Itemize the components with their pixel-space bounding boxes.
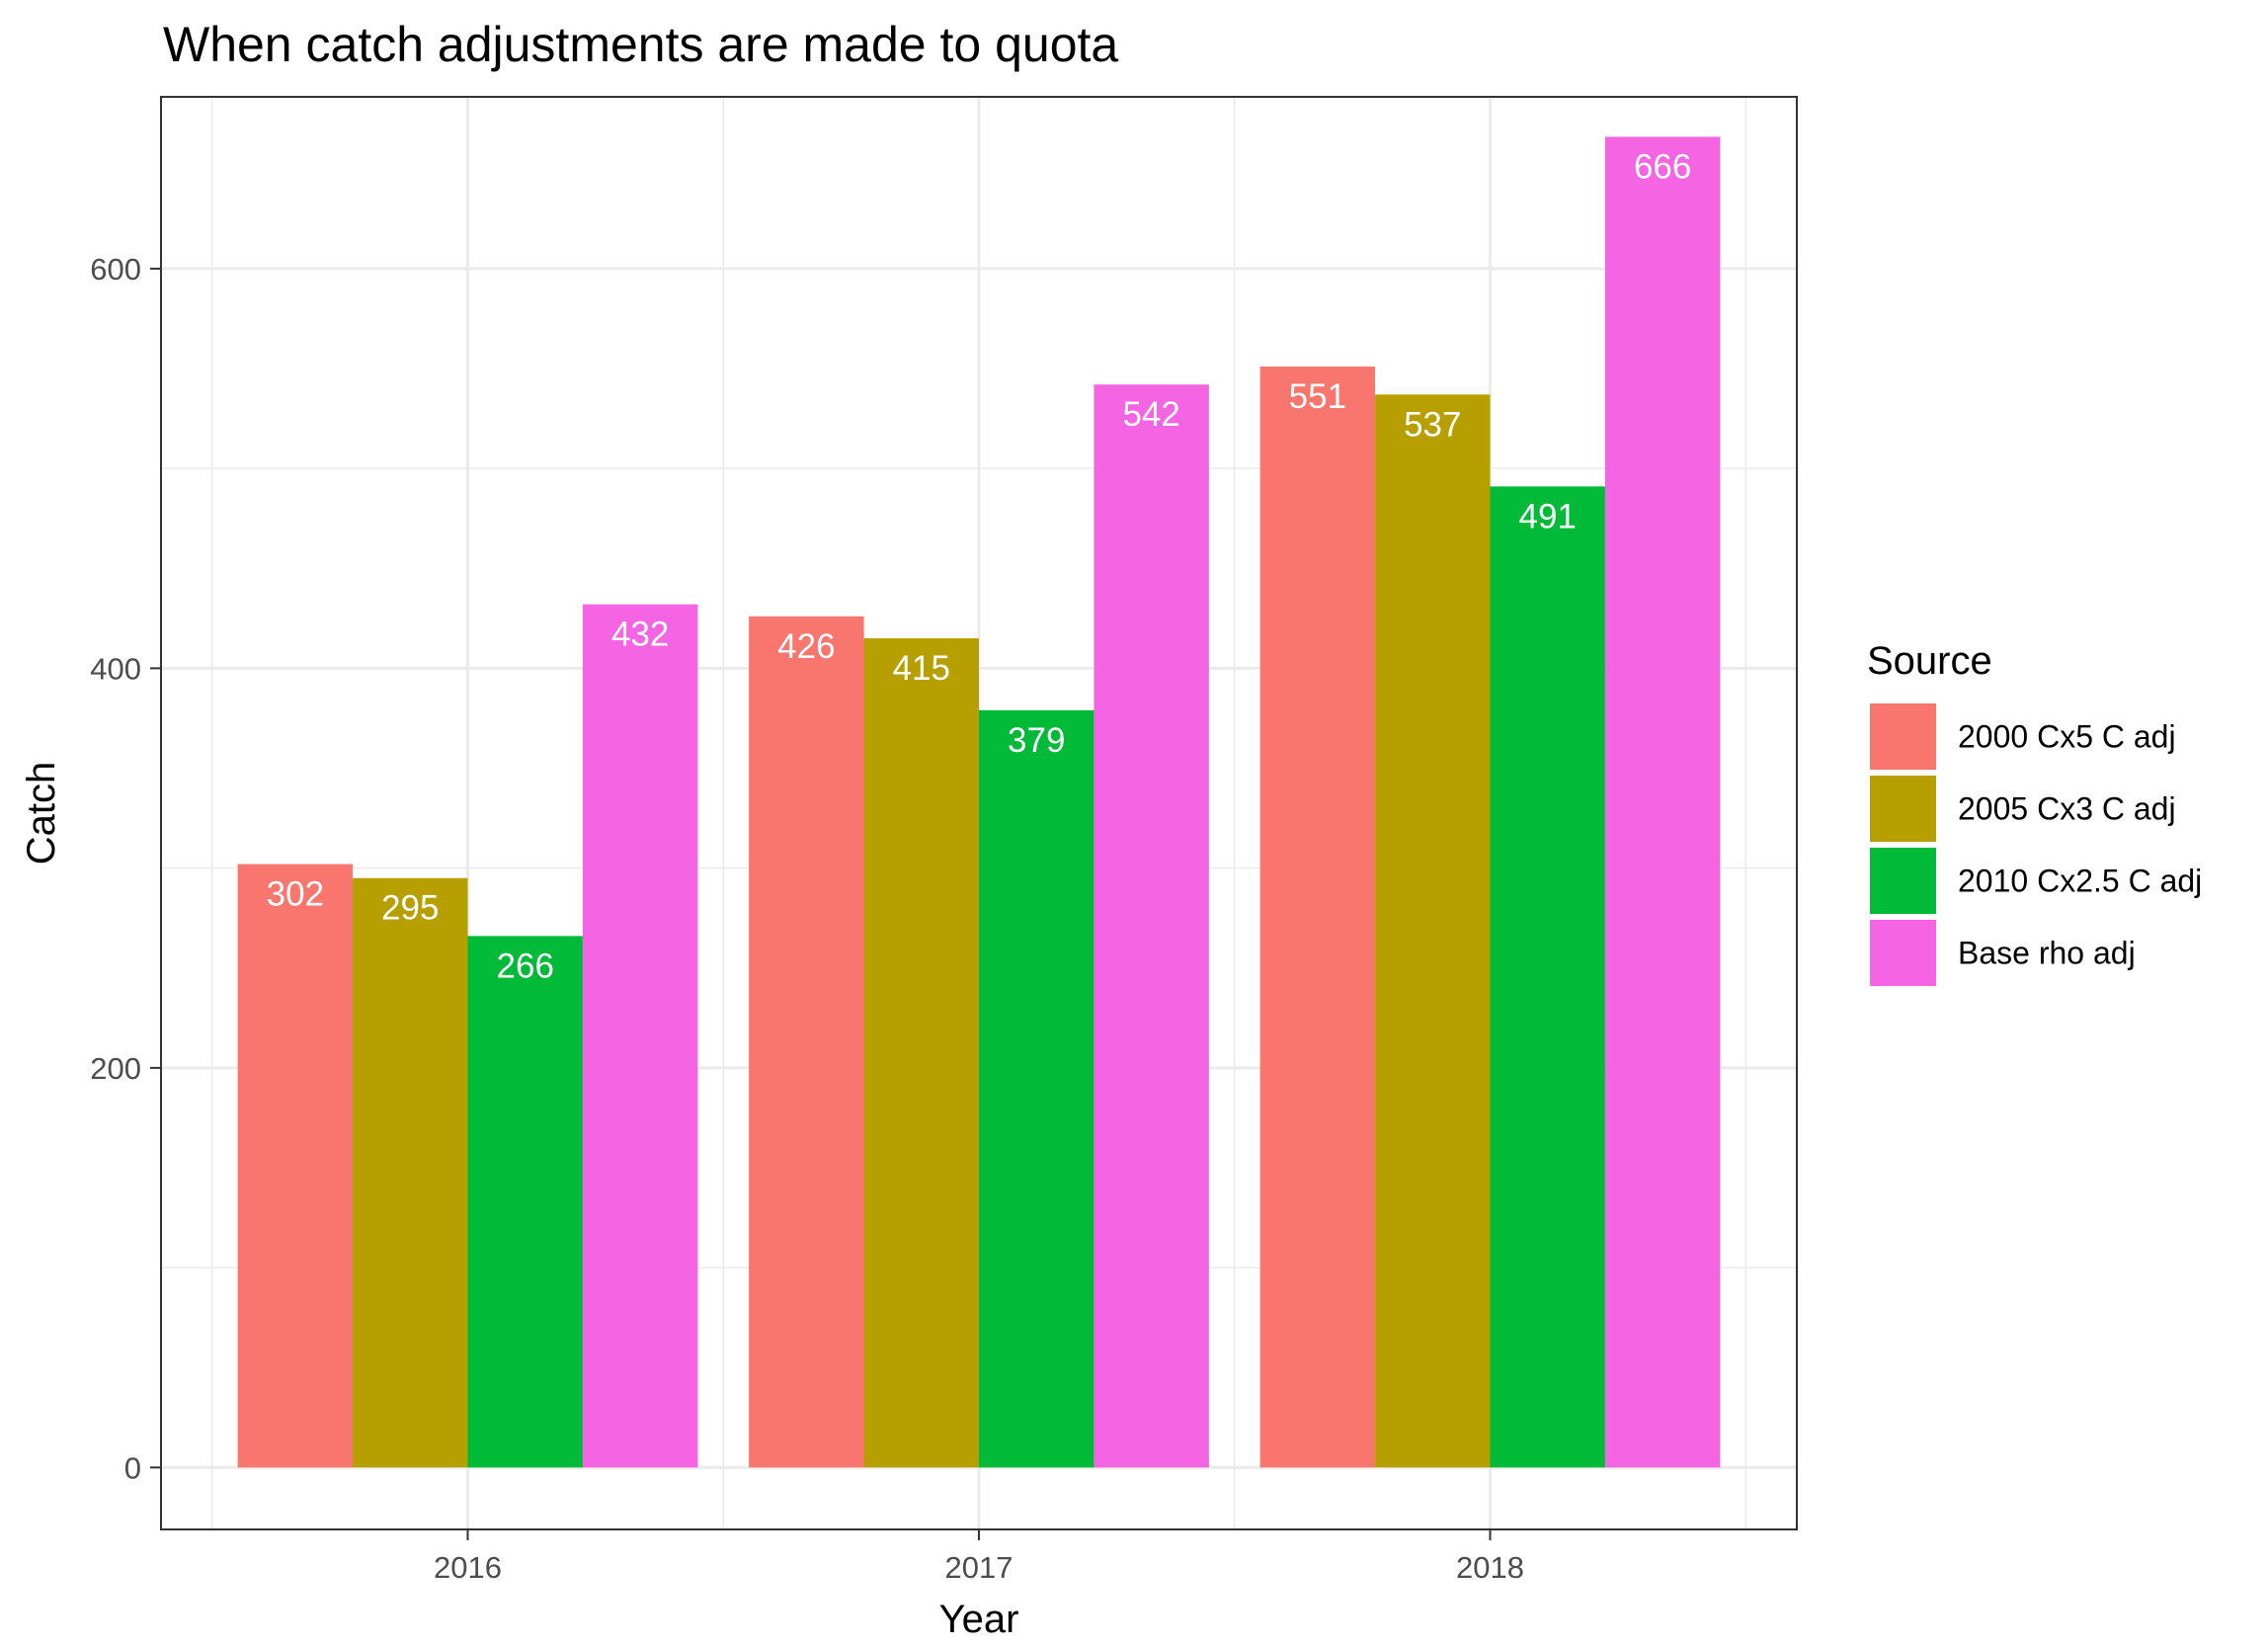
x-axis-title: Year: [939, 1598, 1019, 1641]
legend-key: [1870, 848, 1936, 914]
legend-key: [1870, 703, 1936, 770]
legend-title: Source: [1867, 639, 1992, 683]
bar-value-label: 537: [1404, 405, 1461, 444]
bar-value-label: 432: [611, 616, 669, 654]
y-tick-label: 400: [90, 651, 141, 686]
bar-value-label: 551: [1289, 377, 1346, 416]
bar-value-label: 295: [381, 889, 439, 928]
legend-label: 2010 Cx2.5 C adj: [1958, 864, 2202, 899]
x-tick-label: 2017: [945, 1550, 1013, 1585]
bar-value-label: 491: [1519, 497, 1577, 536]
bar: [1490, 486, 1605, 1468]
bar-value-label: 266: [497, 947, 554, 985]
x-tick-label: 2018: [1456, 1550, 1524, 1585]
bar: [749, 616, 864, 1468]
bar-labels: 302 295 266 432 426 415 379 542 551 537 491 666: [267, 147, 1692, 985]
bar-value-label: 302: [267, 875, 324, 914]
bar-value-label: 666: [1634, 147, 1691, 186]
bar: [467, 936, 583, 1468]
bar: [863, 638, 979, 1468]
bar-value-label: 426: [777, 627, 835, 666]
legend-label: Base rho adj: [1958, 936, 2136, 971]
bar: [979, 709, 1094, 1468]
x-axis: 2016 2017 2018: [434, 1529, 1524, 1585]
legend-key: [1870, 776, 1936, 842]
y-tick-label: 0: [124, 1450, 141, 1485]
legend-key: [1870, 920, 1936, 986]
bar: [1375, 394, 1491, 1468]
chart-title: When catch adjustments are made to quota: [163, 17, 1118, 72]
legend-label: 2000 Cx5 C adj: [1958, 719, 2176, 755]
bar: [237, 864, 354, 1468]
bar-value-label: 542: [1122, 395, 1179, 434]
bar: [353, 877, 468, 1468]
legend-label: 2005 Cx3 C adj: [1958, 791, 2176, 827]
y-axis-title: Catch: [20, 762, 63, 865]
y-axis: 0 200 400 600: [90, 252, 161, 1485]
bar: [582, 604, 698, 1468]
bar: [1604, 136, 1721, 1468]
x-tick-label: 2016: [434, 1550, 502, 1585]
bar-value-label: 415: [893, 649, 950, 688]
y-tick-label: 200: [90, 1051, 141, 1086]
y-tick-label: 600: [90, 252, 141, 287]
bars: [237, 136, 1721, 1468]
bar-value-label: 379: [1008, 721, 1065, 760]
legend: Source 2000 Cx5 C adj 2005 Cx3 C adj 2010 …: [1867, 639, 2202, 986]
bar: [1094, 384, 1209, 1468]
bar: [1259, 367, 1376, 1468]
